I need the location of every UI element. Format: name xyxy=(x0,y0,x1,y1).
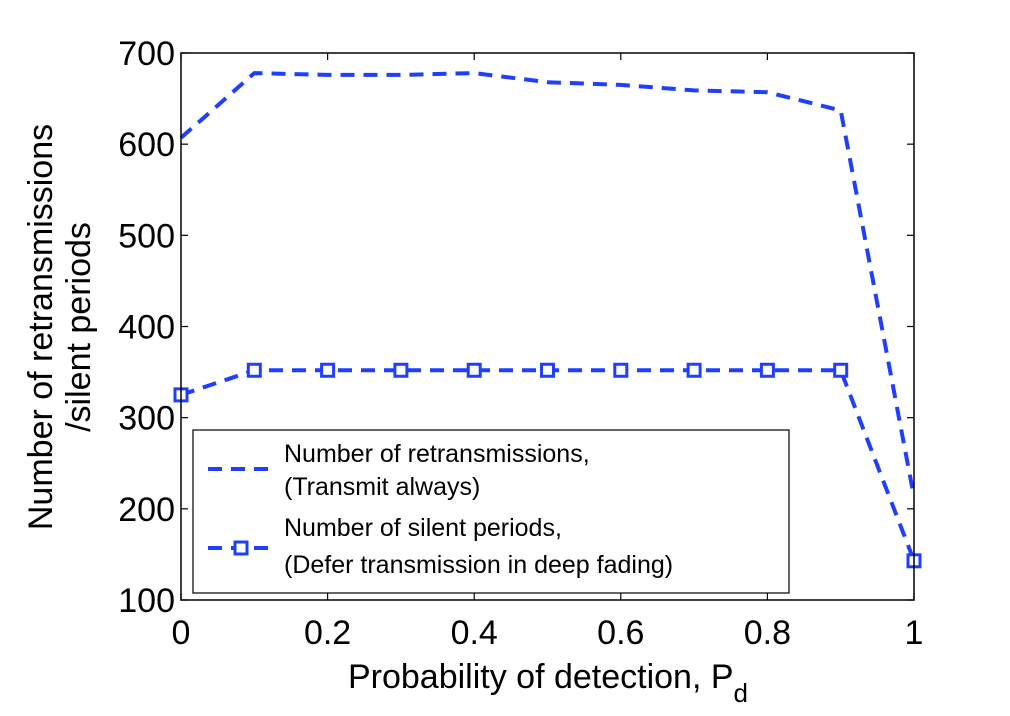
legend-label-silent-periods-line-1: Number of silent periods, xyxy=(284,514,562,542)
legend-label-retransmissions-line-2: (Transmit always) xyxy=(284,473,480,501)
x-axis-title-main: Probability of detection, P xyxy=(348,658,734,696)
x-tick-label: 0.4 xyxy=(451,614,498,652)
y-axis-title: Number of retransmissions /silent period… xyxy=(22,124,98,530)
x-axis-title: Probability of detection, Pd xyxy=(348,658,748,708)
series-point-silent-periods xyxy=(466,362,482,378)
legend-label-silent-periods-line-2: (Defer transmission in deep fading) xyxy=(284,551,673,579)
series-point-silent-periods xyxy=(613,362,629,378)
legend-label-retransmissions-line-1: Number of retransmissions, xyxy=(284,440,590,468)
x-tick-label: 0.8 xyxy=(744,614,791,652)
series-point-silent-periods xyxy=(540,362,555,378)
series-point-silent-periods xyxy=(759,362,775,378)
legend-marker-silent-periods xyxy=(233,540,249,556)
y-tick-label: 200 xyxy=(118,491,175,529)
x-tick-label: 1 xyxy=(905,614,924,652)
x-axis-title-subscript: d xyxy=(734,678,748,708)
series-group xyxy=(173,71,922,569)
plot-frame xyxy=(180,52,915,601)
series-point-silent-periods xyxy=(246,362,262,378)
y-axis-title-line-1: Number of retransmissions xyxy=(22,124,60,530)
ticks-group: 0 0.2 0.4 0.6 0.8 1 100 200 300 400 500 600 700 xyxy=(118,35,923,652)
series-line-retransmissions xyxy=(179,71,916,498)
series-point-silent-periods xyxy=(686,362,702,378)
y-axis-title-line-2: /silent periods xyxy=(60,222,98,432)
x-tick-label: 0 xyxy=(172,614,191,652)
y-tick-label: 400 xyxy=(118,309,175,347)
series-point-silent-periods xyxy=(393,362,409,378)
series-point-silent-periods xyxy=(833,362,849,378)
x-tick-label: 0.6 xyxy=(597,614,644,652)
series-point-silent-periods xyxy=(320,362,336,378)
y-tick-label: 100 xyxy=(118,582,175,620)
y-tick-label: 300 xyxy=(118,400,175,438)
legend: Number of retransmissions, (Transmit alw… xyxy=(192,429,790,594)
y-tick-label: 600 xyxy=(118,126,175,164)
y-tick-label: 500 xyxy=(118,217,175,255)
x-tick-label: 0.2 xyxy=(304,614,351,652)
y-tick-label: 700 xyxy=(118,35,175,73)
legend-box xyxy=(192,429,790,594)
